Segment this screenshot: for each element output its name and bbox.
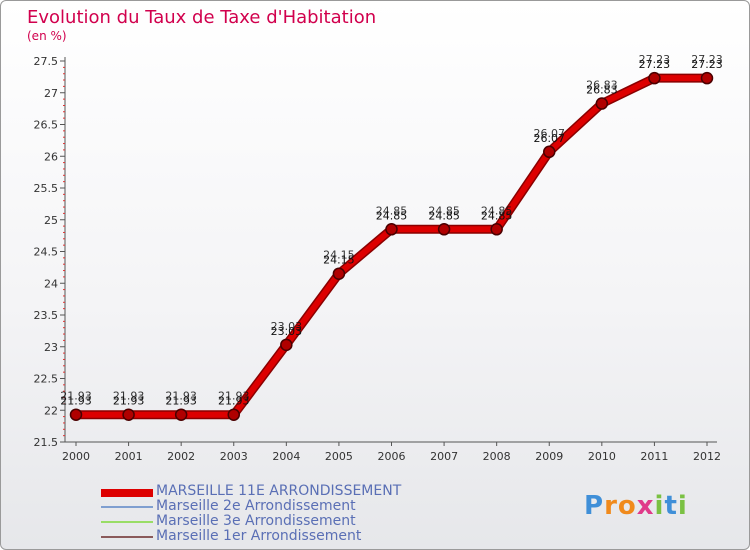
y-tick-label: 23 xyxy=(44,341,58,354)
y-tick-label: 26.5 xyxy=(34,119,59,132)
data-label: 26.83 xyxy=(586,79,618,92)
data-label: 21.93 xyxy=(165,390,197,403)
data-point xyxy=(437,223,451,236)
legend-label: Marseille 3e Arrondissement xyxy=(156,513,356,529)
data-label: 21.93 xyxy=(113,390,145,403)
y-tick-label: 22.5 xyxy=(34,373,59,386)
data-label: 24.85 xyxy=(481,209,513,222)
legend-label: MARSEILLE 11E ARRONDISSEMENT xyxy=(156,483,402,499)
x-tick-label: 2004 xyxy=(272,450,300,463)
data-label: 23.03 xyxy=(271,320,303,333)
data-point xyxy=(385,223,398,236)
data-label: 21.93 xyxy=(218,395,250,408)
logo-letter: x xyxy=(636,491,655,521)
y-tick-label: 23.5 xyxy=(34,309,59,322)
data-point xyxy=(69,408,83,421)
data-label: 21.93 xyxy=(60,395,92,408)
axes xyxy=(64,57,717,443)
data-label: 21.93 xyxy=(113,395,145,408)
y-tick-label: 27.5 xyxy=(34,55,59,68)
data-label: 24.85 xyxy=(428,204,460,217)
y-tick-label: 25.5 xyxy=(34,182,59,195)
logo-letter: o xyxy=(617,491,637,521)
data-label: 24.85 xyxy=(376,204,408,217)
data-point xyxy=(280,338,293,352)
y-tick-label: 26 xyxy=(44,150,58,163)
data-point xyxy=(648,71,661,85)
data-point xyxy=(490,223,503,236)
y-tick-label: 24 xyxy=(44,277,58,290)
legend-swatch xyxy=(101,506,153,508)
x-tick-label: 2006 xyxy=(378,450,406,463)
logo-letter: i xyxy=(677,491,688,521)
x-tick-label: 2000 xyxy=(62,450,90,463)
data-label: 27.23 xyxy=(691,58,723,71)
series-line-shadow xyxy=(71,73,712,420)
x-tick-label: 2001 xyxy=(115,450,143,463)
data-label: 26.07 xyxy=(534,127,566,140)
data-label: 24.85 xyxy=(481,204,513,217)
data-label: 27.23 xyxy=(639,53,671,66)
x-tick-label: 2005 xyxy=(325,450,353,463)
logo-letter: t xyxy=(664,491,678,521)
legend-label: Marseille 2e Arrondissement xyxy=(156,498,356,514)
data-label: 24.15 xyxy=(323,254,355,267)
data-label: 27.23 xyxy=(639,58,671,71)
data-point xyxy=(332,267,346,280)
x-tick-label: 2002 xyxy=(167,450,195,463)
x-tick-label: 2003 xyxy=(220,450,248,463)
y-axis-unit-label: (en %) xyxy=(27,29,67,43)
y-tick-label: 21.5 xyxy=(34,436,59,449)
y-tick-label: 24.5 xyxy=(34,246,59,259)
x-tick-label: 2012 xyxy=(693,450,721,463)
legend-swatch xyxy=(101,489,153,497)
data-label: 26.07 xyxy=(534,132,566,145)
data-point xyxy=(543,145,556,159)
series-line xyxy=(73,75,710,418)
data-label: 21.93 xyxy=(218,390,250,403)
x-tick-label: 2009 xyxy=(535,450,563,463)
y-axis-ticks: 21.5 22 22.5 23 23.5 24 24.5 25 25.5 26 26.5 27 27.5 xyxy=(34,55,65,449)
data-point xyxy=(595,97,609,110)
legend-swatch xyxy=(101,521,153,523)
proxiti-logo: Proxiti xyxy=(584,491,688,521)
data-label: 24.85 xyxy=(376,209,408,222)
data-point xyxy=(700,71,714,85)
x-tick-label: 2011 xyxy=(640,450,668,463)
chart-title: Evolution du Taux de Taxe d'Habitation xyxy=(27,7,377,28)
x-axis-ticks: 2000 2001 2002 2003 2004 2005 2006 2007 2008 2009… xyxy=(62,442,721,463)
data-point xyxy=(227,408,240,421)
legend-swatch xyxy=(101,536,153,538)
logo-letter: i xyxy=(654,491,665,521)
data-label: 24.15 xyxy=(323,249,355,262)
x-tick-label: 2007 xyxy=(430,450,458,463)
data-label: 24.85 xyxy=(428,209,460,222)
series-layer xyxy=(71,73,712,420)
x-tick-label: 2010 xyxy=(588,450,616,463)
y-tick-label: 22 xyxy=(44,404,58,417)
logo-letter: P xyxy=(584,491,605,521)
logo-letter: r xyxy=(604,491,618,521)
data-label: 21.93 xyxy=(165,395,197,408)
y-tick-label: 27 xyxy=(44,87,58,100)
data-label: 21.93 xyxy=(60,390,92,403)
data-points xyxy=(69,71,714,421)
data-label: 26.83 xyxy=(586,84,618,97)
data-label: 27.23 xyxy=(691,53,723,66)
data-point xyxy=(174,408,188,421)
y-tick-label: 25 xyxy=(44,214,58,227)
x-tick-label: 2008 xyxy=(483,450,511,463)
data-point xyxy=(122,408,135,421)
data-label: 23.03 xyxy=(271,325,303,338)
legend-label: Marseille 1er Arrondissement xyxy=(156,528,362,544)
